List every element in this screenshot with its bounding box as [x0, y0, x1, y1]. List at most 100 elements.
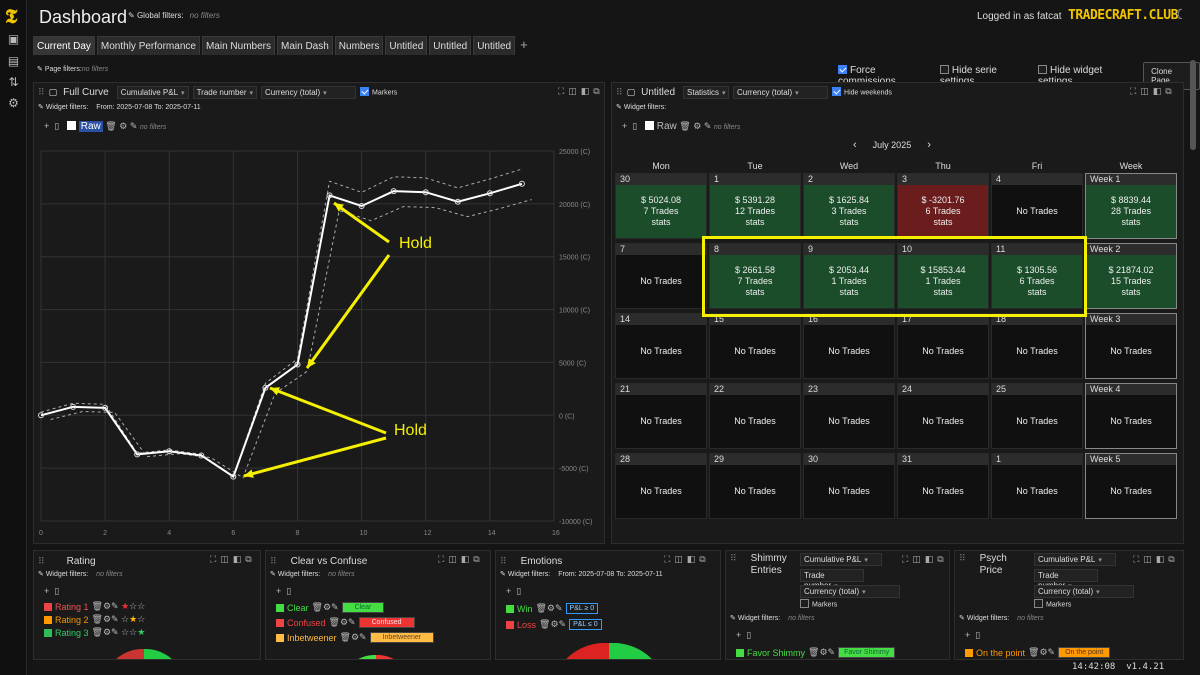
logo-icon[interactable]: 𝕿 — [5, 4, 18, 28]
add-icon[interactable]: + — [44, 586, 50, 596]
add-icon[interactable]: + — [736, 630, 742, 640]
calendar-day-cell[interactable]: 28 No Trades — [615, 453, 707, 519]
clipboard-icon[interactable]: ▯ — [632, 121, 638, 131]
row-icons[interactable]: 🗑⚙✎ — [539, 619, 567, 629]
week-summary-cell[interactable]: Week 4 No Trades — [1085, 383, 1177, 449]
list-item[interactable]: On the point 🗑⚙✎ On the point — [965, 647, 1111, 658]
row-icons[interactable]: 🗑⚙✎ ☆★☆ — [91, 614, 146, 624]
stats-link[interactable]: stats — [933, 287, 953, 297]
widget-filters[interactable]: ✎ Widget filters: no filters — [270, 571, 355, 578]
calendar-day-cell[interactable]: 11 $ 1305.56 6 Trades stats — [991, 243, 1083, 309]
gear-icon[interactable]: ⚙ — [693, 121, 702, 131]
widget-filters[interactable]: ✎ Widget filters: no filters — [38, 571, 123, 578]
series-pill[interactable]: On the point — [1058, 647, 1111, 658]
calendar-day-cell[interactable]: 4 No Trades — [991, 173, 1083, 239]
metric-select[interactable]: Cumulative P&L — [1034, 553, 1116, 566]
xaxis-select[interactable]: Trade number — [800, 569, 864, 590]
widget-filters[interactable]: ✎ Widget filters: From: 2025-07-08 To: 20… — [38, 104, 201, 111]
stats-link[interactable]: stats — [839, 217, 859, 227]
pencil-icon[interactable]: ✎ — [129, 121, 138, 131]
pencil-icon[interactable]: ✎ — [128, 11, 137, 20]
view-select[interactable]: Statistics — [683, 85, 730, 99]
stats-link[interactable]: stats — [1121, 287, 1141, 297]
tab-5[interactable]: Untitled — [385, 36, 428, 55]
series-name[interactable]: Raw — [78, 121, 103, 132]
window-controls[interactable]: ⛶◫◧⧉ — [1133, 554, 1179, 564]
scrollbar[interactable] — [1190, 60, 1196, 150]
widget-filters[interactable]: ✎ Widget filters: no filters — [730, 615, 815, 622]
dashboard-icon[interactable]: ▣ — [7, 32, 20, 46]
markers-toggle[interactable]: Markers — [1034, 599, 1071, 609]
clipboard-icon[interactable]: ▯ — [286, 586, 292, 596]
clipboard-icon[interactable]: ▯ — [975, 630, 981, 640]
markers-toggle[interactable]: Markers — [360, 86, 397, 97]
pencil-icon[interactable]: ✎ — [703, 121, 712, 131]
row-icons[interactable]: 🗑⚙✎ ☆☆★ — [91, 627, 146, 637]
currency-select[interactable]: Currency (total) — [1034, 585, 1134, 598]
row-icons[interactable]: 🗑⚙✎ — [311, 602, 339, 612]
checkbox-icon[interactable] — [939, 64, 949, 74]
add-icon[interactable]: + — [276, 586, 282, 596]
clipboard-icon[interactable]: ▯ — [516, 586, 522, 596]
calendar-day-cell[interactable]: 22 No Trades — [709, 383, 801, 449]
calendar-day-cell[interactable]: 8 $ 2661.58 7 Trades stats — [709, 243, 801, 309]
widget-filters[interactable]: ✎ Widget filters: — [616, 104, 667, 111]
calendar-day-cell[interactable]: 18 No Trades — [991, 313, 1083, 379]
add-icon[interactable]: + — [44, 121, 50, 131]
window-controls[interactable]: ⛶◫◧⧉ — [664, 554, 710, 564]
hide-widget-toggle[interactable]: Hide widget settings — [1037, 64, 1137, 87]
markers-toggle[interactable]: Markers — [800, 599, 837, 609]
widget-filters[interactable]: ✎ Widget filters: no filters — [959, 615, 1044, 622]
checkbox-icon[interactable] — [1037, 64, 1047, 74]
calendar-day-cell[interactable]: 15 No Trades — [709, 313, 801, 379]
xaxis-select[interactable]: Trade number — [1034, 569, 1098, 590]
calendar-day-cell[interactable]: 16 No Trades — [803, 313, 895, 379]
trash-icon[interactable]: 🗑 — [105, 121, 117, 131]
tab-7[interactable]: Untitled — [473, 36, 516, 55]
moon-icon[interactable]: ☾ — [1175, 6, 1188, 22]
calendar-day-cell[interactable]: 14 No Trades — [615, 313, 707, 379]
stats-link[interactable]: stats — [1027, 287, 1047, 297]
tab-0[interactable]: Current Day — [33, 36, 95, 55]
checkbox-icon[interactable] — [838, 64, 847, 74]
tab-2[interactable]: Main Numbers — [201, 36, 275, 55]
clipboard-icon[interactable]: ▯ — [54, 586, 60, 596]
widget-filters[interactable]: ✎ Widget filters: From: 2025-07-08 To: 20… — [500, 571, 663, 578]
drag-handle-icon[interactable]: ⠿ — [270, 555, 277, 566]
add-icon[interactable]: + — [965, 630, 971, 640]
checkbox-icon[interactable] — [66, 121, 76, 131]
window-controls[interactable]: ⛶◫◧⧉ — [210, 554, 256, 564]
series-pill[interactable]: Inbetweener — [369, 632, 435, 643]
settings-icon[interactable]: ⚙ — [8, 96, 19, 110]
series-name[interactable]: Raw — [656, 121, 677, 132]
force-commissions-toggle[interactable]: Force commissions — [838, 64, 934, 87]
list-item[interactable]: Confused 🗑⚙✎ Confused — [276, 617, 415, 628]
week-summary-cell[interactable]: Week 2 $ 21874.02 15 Trades stats — [1085, 243, 1177, 309]
hide-serie-toggle[interactable]: Hide serie settings — [939, 64, 1032, 87]
calendar-day-cell[interactable]: 9 $ 2053.44 1 Trades stats — [803, 243, 895, 309]
series-pill[interactable]: Clear — [341, 602, 385, 613]
list-item[interactable]: Loss 🗑⚙✎ P&L ≤ 0 — [506, 619, 602, 630]
list-item[interactable]: Rating 3 🗑⚙✎ ☆☆★ — [44, 627, 145, 638]
checkbox-icon[interactable] — [1034, 599, 1043, 608]
list-item[interactable]: Win 🗑⚙✎ P&L ≥ 0 — [506, 603, 599, 614]
drag-handle-icon[interactable]: ⠿ — [959, 553, 966, 563]
checkbox-icon[interactable] — [644, 121, 654, 131]
stats-link[interactable]: stats — [933, 217, 953, 227]
trash-icon[interactable]: 🗑 — [679, 121, 691, 131]
calendar-day-cell[interactable]: 2 $ 1625.84 3 Trades stats — [803, 173, 895, 239]
stats-link[interactable]: stats — [745, 287, 765, 297]
checkbox-icon[interactable] — [832, 86, 842, 96]
list-item[interactable]: Favor Shimmy 🗑⚙✎ Favor Shimmy — [736, 647, 896, 658]
calendar-day-cell[interactable]: 21 No Trades — [615, 383, 707, 449]
window-controls[interactable]: ⛶◫◧⧉ — [902, 554, 948, 564]
add-icon[interactable]: + — [506, 586, 512, 596]
currency-select[interactable]: Currency (total) — [733, 85, 829, 99]
global-filters[interactable]: ✎ Global filters: no filters — [128, 11, 220, 20]
drag-handle-icon[interactable]: ⠿ — [730, 553, 737, 563]
metric-select[interactable]: Cumulative P&L — [800, 553, 882, 566]
calendar-day-cell[interactable]: 25 No Trades — [991, 383, 1083, 449]
lock-icon[interactable]: ▢ — [48, 86, 58, 97]
currency-select[interactable]: Currency (total) — [800, 585, 900, 598]
calendar-day-cell[interactable]: 30 $ 5024.08 7 Trades stats — [615, 173, 707, 239]
